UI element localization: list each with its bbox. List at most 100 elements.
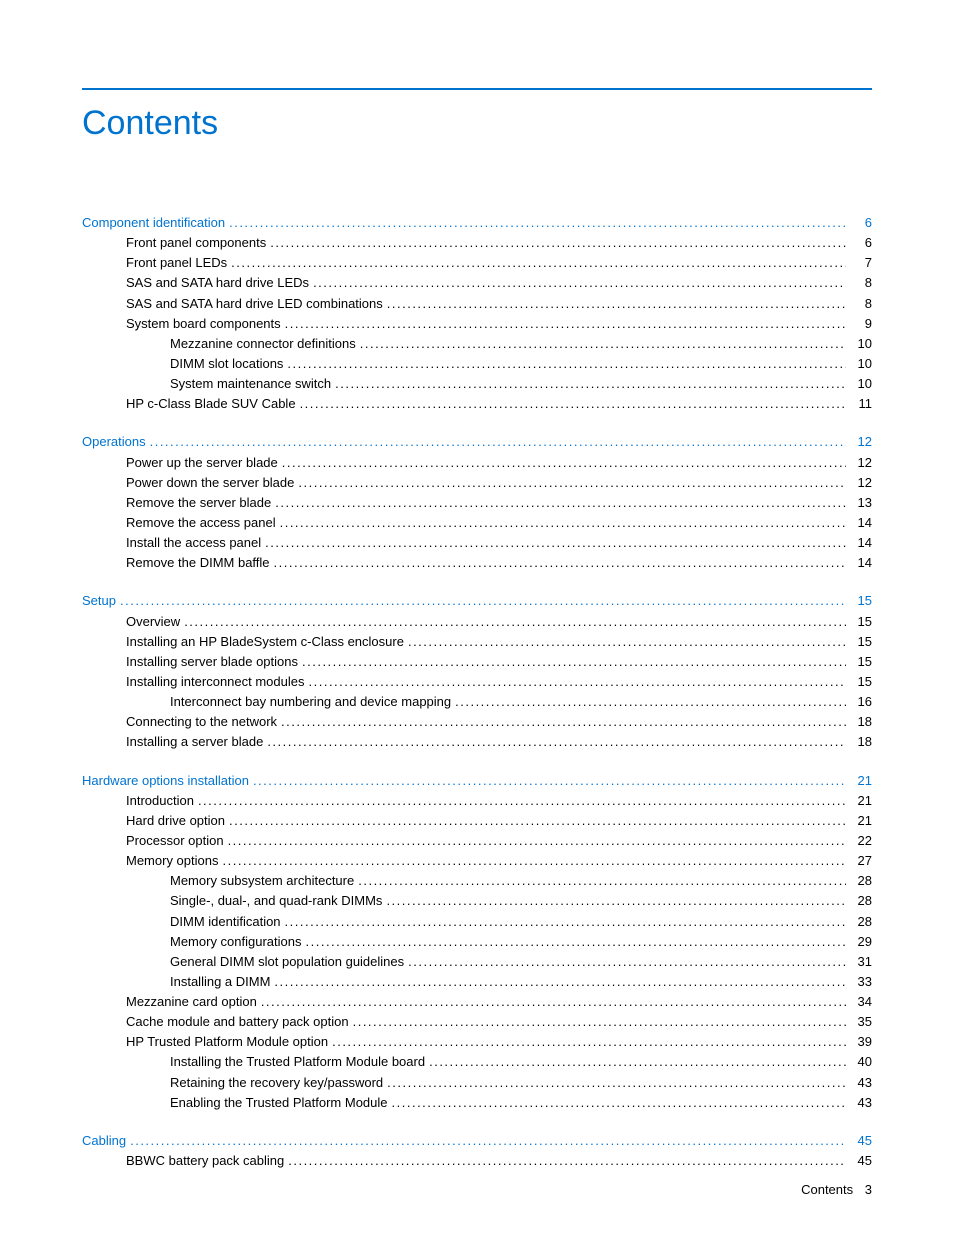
toc-section: Cabling 45 BBWC battery pack cabling 45 [82, 1131, 872, 1171]
toc-entry-row[interactable]: Power up the server blade12 [82, 453, 872, 473]
toc-entry-label: System maintenance switch [170, 374, 331, 394]
toc-entry-row[interactable]: Install the access panel14 [82, 533, 872, 553]
toc-entry-label: Connecting to the network [126, 712, 277, 732]
toc-page-number: 12 [850, 432, 872, 452]
toc-leader-dots [358, 871, 846, 891]
toc-section: Hardware options installation21Introduct… [82, 771, 872, 1113]
toc-leader-dots [231, 253, 846, 273]
toc-page-number: 15 [850, 672, 872, 692]
toc-entry-row[interactable]: Front panel LEDs7 [82, 253, 872, 273]
toc-entry-label: BBWC battery pack cabling [126, 1151, 284, 1171]
toc-page-number: 45 [850, 1131, 872, 1151]
toc-entry-row[interactable]: Installing the Trusted Platform Module b… [82, 1052, 872, 1072]
toc-leader-dots [300, 394, 846, 414]
toc-leader-dots [455, 692, 846, 712]
toc-entry-row[interactable]: Processor option22 [82, 831, 872, 851]
toc-entry-row[interactable]: Single-, dual-, and quad-rank DIMMs28 [82, 891, 872, 911]
page-footer: Contents 3 [801, 1182, 872, 1197]
toc-leader-dots [298, 473, 846, 493]
toc-entry-label: Remove the DIMM baffle [126, 553, 270, 573]
toc-heading-label: Component identification [82, 213, 225, 233]
table-of-contents: Component identification6Front panel com… [82, 213, 872, 1171]
toc-entry-row[interactable]: Remove the access panel14 [82, 513, 872, 533]
toc-entry-row[interactable]: System maintenance switch10 [82, 374, 872, 394]
footer-section-label: Contents [801, 1182, 853, 1197]
toc-page-number: 39 [850, 1032, 872, 1052]
toc-heading-row[interactable]: Operations12 [82, 432, 872, 452]
toc-leader-dots [229, 213, 846, 233]
toc-entry-row[interactable]: BBWC battery pack cabling 45 [82, 1151, 872, 1171]
page-title: Contents [82, 104, 872, 143]
toc-entry-label: Front panel LEDs [126, 253, 227, 273]
toc-heading-row[interactable]: Component identification 6 [82, 213, 872, 233]
toc-entry-row[interactable]: HP Trusted Platform Module option39 [82, 1032, 872, 1052]
toc-entry-label: Memory subsystem architecture [170, 871, 354, 891]
toc-entry-row[interactable]: System board components9 [82, 314, 872, 334]
toc-entry-row[interactable]: Installing a server blade18 [82, 732, 872, 752]
toc-entry-row[interactable]: Connecting to the network18 [82, 712, 872, 732]
top-rule [82, 88, 872, 90]
toc-entry-label: Power down the server blade [126, 473, 294, 493]
toc-entry-row[interactable]: DIMM identification28 [82, 912, 872, 932]
toc-entry-row[interactable]: Cache module and battery pack option35 [82, 1012, 872, 1032]
toc-entry-label: Front panel components [126, 233, 266, 253]
toc-leader-dots [288, 1151, 846, 1171]
toc-leader-dots [302, 652, 846, 672]
toc-entry-row[interactable]: Installing a DIMM 33 [82, 972, 872, 992]
toc-page-number: 31 [850, 952, 872, 972]
toc-entry-row[interactable]: Mezzanine connector definitions10 [82, 334, 872, 354]
toc-entry-row[interactable]: Remove the DIMM baffle14 [82, 553, 872, 573]
toc-heading-row[interactable]: Cabling 45 [82, 1131, 872, 1151]
toc-page-number: 13 [850, 493, 872, 513]
toc-entry-row[interactable]: Introduction21 [82, 791, 872, 811]
toc-entry-row[interactable]: Memory configurations29 [82, 932, 872, 952]
toc-entry-row[interactable]: Memory subsystem architecture28 [82, 871, 872, 891]
toc-leader-dots [287, 354, 846, 374]
toc-entry-row[interactable]: SAS and SATA hard drive LED combinations… [82, 294, 872, 314]
toc-entry-row[interactable]: Enabling the Trusted Platform Module 43 [82, 1093, 872, 1113]
toc-heading-row[interactable]: Setup15 [82, 591, 872, 611]
toc-entry-row[interactable]: Installing an HP BladeSystem c-Class enc… [82, 632, 872, 652]
toc-page-number: 14 [850, 533, 872, 553]
toc-entry-label: Overview [126, 612, 180, 632]
toc-page-number: 11 [850, 394, 872, 414]
toc-heading-label: Cabling [82, 1131, 126, 1151]
toc-leader-dots [360, 334, 846, 354]
toc-entry-row[interactable]: Installing server blade options15 [82, 652, 872, 672]
toc-entry-row[interactable]: Installing interconnect modules15 [82, 672, 872, 692]
toc-page-number: 10 [850, 354, 872, 374]
toc-page-number: 33 [850, 972, 872, 992]
toc-entry-label: SAS and SATA hard drive LEDs [126, 273, 309, 293]
toc-leader-dots [285, 314, 846, 334]
toc-entry-row[interactable]: Retaining the recovery key/password43 [82, 1073, 872, 1093]
toc-leader-dots [150, 432, 846, 452]
toc-entry-row[interactable]: Overview15 [82, 612, 872, 632]
toc-page-number: 43 [850, 1093, 872, 1113]
toc-entry-row[interactable]: Interconnect bay numbering and device ma… [82, 692, 872, 712]
toc-entry-row[interactable]: Hard drive option21 [82, 811, 872, 831]
toc-entry-label: Installing a DIMM [170, 972, 270, 992]
toc-entry-row[interactable]: Front panel components6 [82, 233, 872, 253]
toc-page-number: 8 [850, 273, 872, 293]
toc-entry-label: Enabling the Trusted Platform Module [170, 1093, 388, 1113]
toc-entry-row[interactable]: Power down the server blade12 [82, 473, 872, 493]
toc-page-number: 35 [850, 1012, 872, 1032]
toc-page-number: 22 [850, 831, 872, 851]
toc-entry-label: Power up the server blade [126, 453, 278, 473]
toc-entry-row[interactable]: Memory options27 [82, 851, 872, 871]
toc-heading-row[interactable]: Hardware options installation21 [82, 771, 872, 791]
toc-entry-row[interactable]: DIMM slot locations10 [82, 354, 872, 374]
toc-page-number: 6 [850, 213, 872, 233]
toc-entry-row[interactable]: General DIMM slot population guidelines3… [82, 952, 872, 972]
toc-heading-label: Hardware options installation [82, 771, 249, 791]
toc-entry-row[interactable]: Mezzanine card option34 [82, 992, 872, 1012]
toc-entry-row[interactable]: Remove the server blade13 [82, 493, 872, 513]
toc-leader-dots [265, 533, 846, 553]
toc-page-number: 29 [850, 932, 872, 952]
toc-leader-dots [353, 1012, 846, 1032]
toc-leader-dots [120, 591, 846, 611]
toc-entry-row[interactable]: HP c-Class Blade SUV Cable11 [82, 394, 872, 414]
toc-entry-row[interactable]: SAS and SATA hard drive LEDs 8 [82, 273, 872, 293]
toc-page-number: 45 [850, 1151, 872, 1171]
toc-page-number: 40 [850, 1052, 872, 1072]
